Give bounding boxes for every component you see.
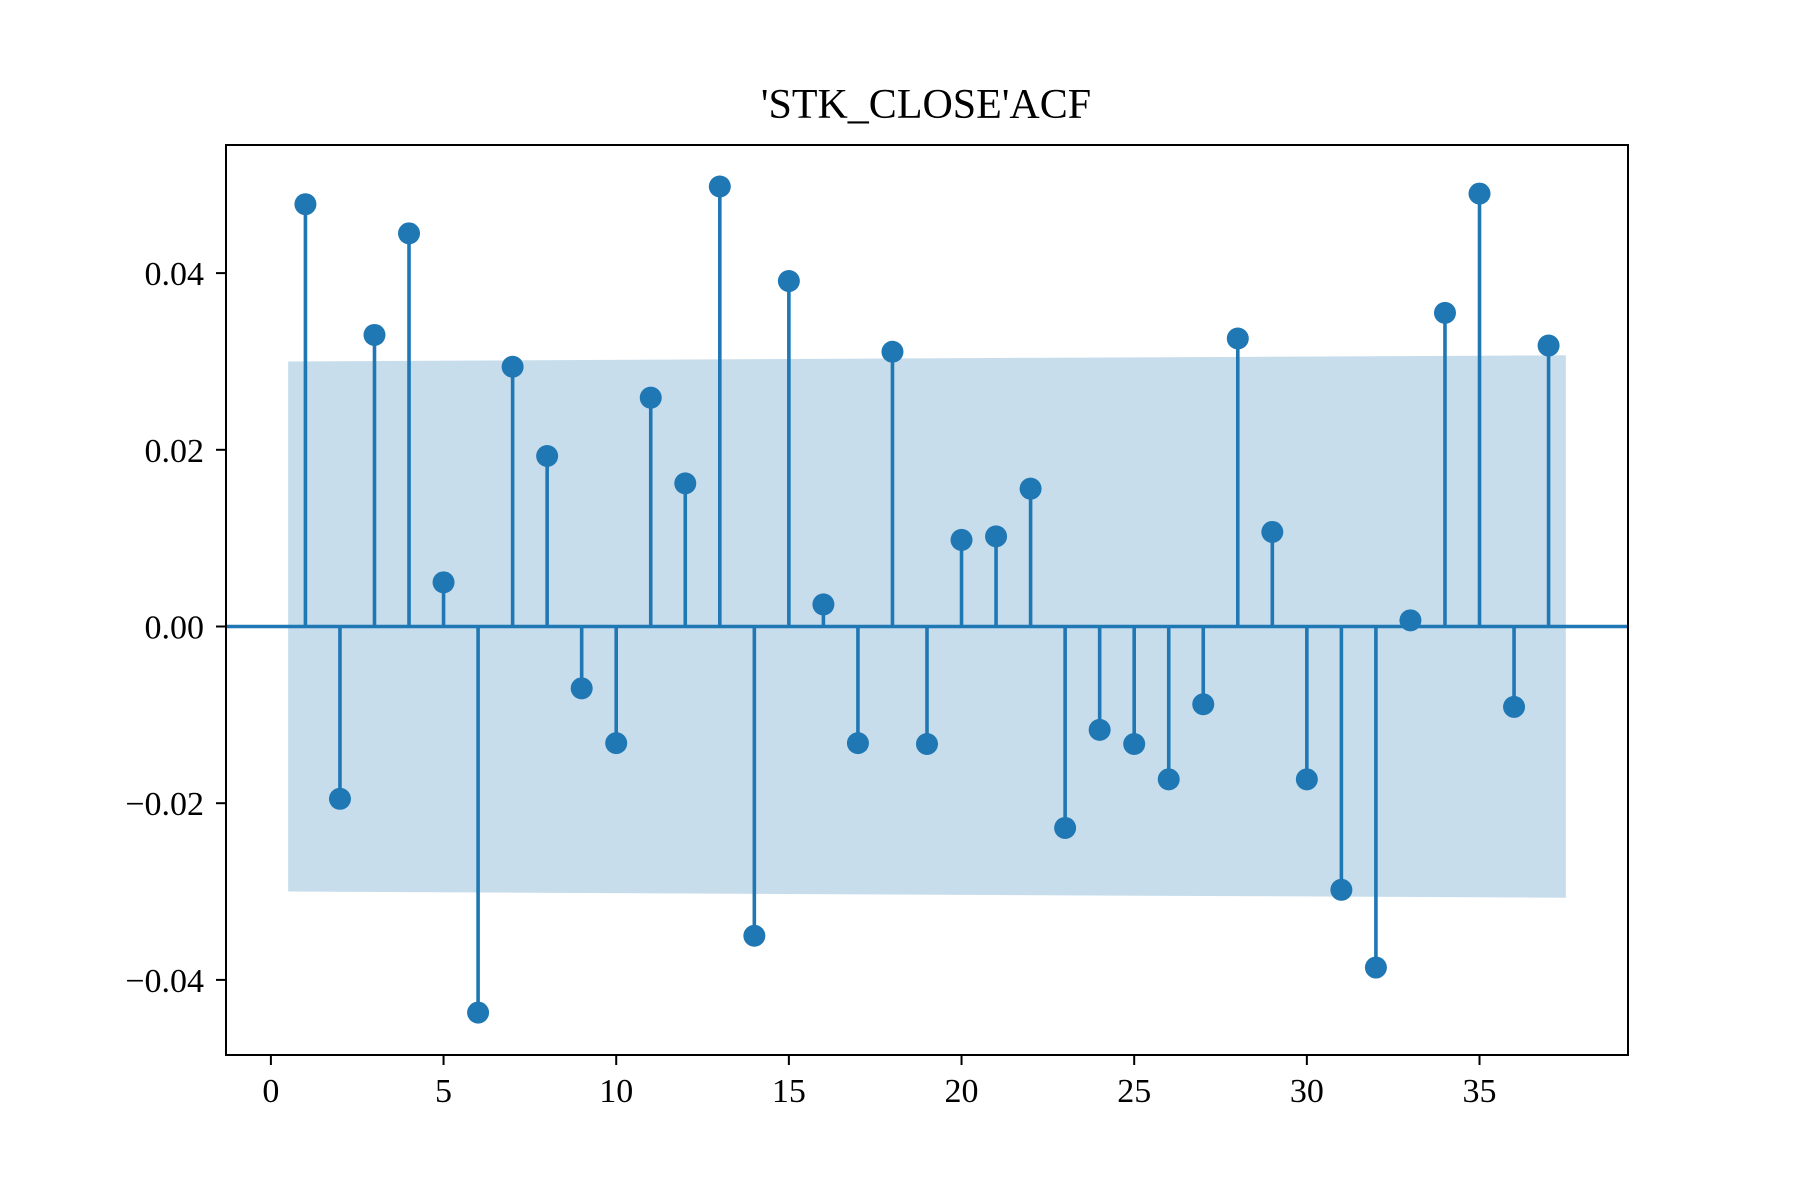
x-tick-label: 15 [772, 1073, 806, 1110]
y-tick-label: 0.04 [145, 256, 205, 293]
marker-lag-22 [1019, 477, 1042, 500]
marker-lag-16 [812, 593, 835, 616]
marker-lag-28 [1226, 327, 1249, 350]
marker-lag-12 [674, 472, 697, 495]
marker-lag-25 [1123, 733, 1146, 756]
marker-lag-11 [639, 386, 662, 409]
marker-lag-20 [950, 528, 973, 551]
chart-title: 'STK_CLOSE'ACF [761, 82, 1091, 128]
marker-lag-15 [777, 270, 800, 293]
marker-lag-32 [1364, 956, 1387, 979]
marker-lag-8 [536, 444, 559, 467]
marker-lag-19 [916, 733, 938, 756]
marker-lag-33 [1399, 609, 1422, 632]
stems-layer [226, 186, 1628, 1013]
marker-lag-1 [294, 193, 317, 216]
marker-lag-35 [1468, 182, 1491, 205]
x-tick-label: 35 [1463, 1073, 1497, 1110]
marker-lag-34 [1433, 301, 1456, 324]
marker-lag-17 [846, 732, 869, 755]
markers-layer [294, 175, 1560, 1024]
marker-lag-3 [363, 323, 386, 346]
y-tick-label: −0.02 [125, 786, 204, 823]
marker-lag-21 [985, 525, 1008, 548]
marker-lag-13 [708, 175, 731, 198]
marker-lag-6 [467, 1001, 490, 1024]
marker-lag-10 [605, 732, 628, 755]
marker-lag-18 [881, 340, 904, 363]
y-tick-label: 0.02 [145, 433, 205, 470]
marker-lag-23 [1054, 816, 1077, 839]
marker-lag-24 [1088, 718, 1111, 741]
marker-lag-27 [1192, 693, 1215, 716]
marker-lag-36 [1503, 695, 1526, 718]
marker-lag-4 [398, 222, 421, 245]
marker-lag-9 [570, 677, 593, 700]
marker-lag-7 [501, 355, 524, 378]
x-tick-label: 5 [435, 1073, 452, 1110]
axes-layer [225, 144, 1629, 1056]
y-tick-label: −0.04 [125, 963, 204, 1000]
x-tick-label: 25 [1117, 1073, 1151, 1110]
marker-lag-2 [328, 787, 351, 810]
x-tick-label: 10 [599, 1073, 633, 1110]
plot-frame [225, 144, 1629, 1056]
x-tick-label: 30 [1290, 1073, 1324, 1110]
x-tick-label: 20 [945, 1073, 979, 1110]
marker-lag-30 [1295, 768, 1318, 791]
marker-lag-37 [1537, 334, 1560, 357]
marker-lag-5 [432, 571, 455, 594]
marker-lag-14 [743, 924, 766, 947]
marker-lag-26 [1157, 768, 1180, 791]
ticks-layer: 0 5 10 15 20 25 30 35 −0.04 −0.02 0.00 0.02 0.04 [125, 256, 1496, 1110]
marker-lag-29 [1261, 520, 1284, 543]
y-tick-label: 0.00 [145, 610, 205, 647]
marker-lag-31 [1330, 878, 1353, 901]
x-tick-label: 0 [262, 1073, 279, 1110]
